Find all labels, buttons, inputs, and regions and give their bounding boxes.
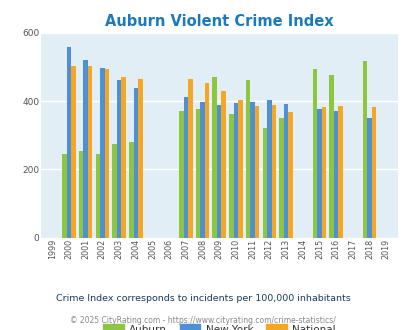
Bar (188, 79, 192, 238)
Bar (100, 68, 104, 238)
Bar (112, 144, 117, 238)
Bar (254, 106, 259, 238)
Bar (228, 114, 233, 238)
Bar (333, 111, 337, 238)
Bar (312, 69, 316, 238)
Bar (117, 80, 121, 238)
Bar (79, 151, 83, 238)
Bar (195, 109, 200, 238)
Text: Crime Index corresponds to incidents per 100,000 inhabitants: Crime Index corresponds to incidents per… (55, 294, 350, 303)
Bar (88, 66, 92, 238)
Bar (204, 83, 209, 238)
Bar (328, 75, 333, 238)
Bar (66, 47, 71, 238)
Bar (221, 91, 226, 238)
Legend: Auburn, New York, National: Auburn, New York, National (99, 320, 339, 330)
Text: © 2025 CityRating.com - https://www.cityrating.com/crime-statistics/: © 2025 CityRating.com - https://www.city… (70, 316, 335, 325)
Bar (283, 104, 288, 238)
Bar (371, 107, 375, 238)
Bar (238, 100, 242, 238)
Bar (262, 128, 266, 238)
Bar (200, 102, 204, 238)
Bar (316, 109, 321, 238)
Bar (121, 77, 126, 238)
Bar (62, 154, 66, 238)
Bar (250, 102, 254, 238)
Bar (216, 105, 221, 238)
Bar (133, 88, 138, 238)
Bar (138, 80, 142, 238)
Bar (245, 80, 250, 238)
Bar (288, 112, 292, 238)
Bar (212, 77, 216, 238)
Bar (362, 61, 367, 238)
Bar (183, 97, 188, 238)
Bar (71, 66, 76, 238)
Bar (83, 60, 88, 238)
Bar (95, 154, 100, 238)
Bar (337, 106, 342, 238)
Bar (266, 100, 271, 238)
Bar (367, 117, 371, 238)
Bar (271, 105, 275, 238)
Bar (104, 69, 109, 238)
Bar (321, 107, 325, 238)
Bar (179, 112, 183, 238)
Title: Auburn Violent Crime Index: Auburn Violent Crime Index (104, 14, 333, 29)
Bar (279, 117, 283, 238)
Bar (129, 142, 133, 238)
Bar (233, 103, 238, 238)
